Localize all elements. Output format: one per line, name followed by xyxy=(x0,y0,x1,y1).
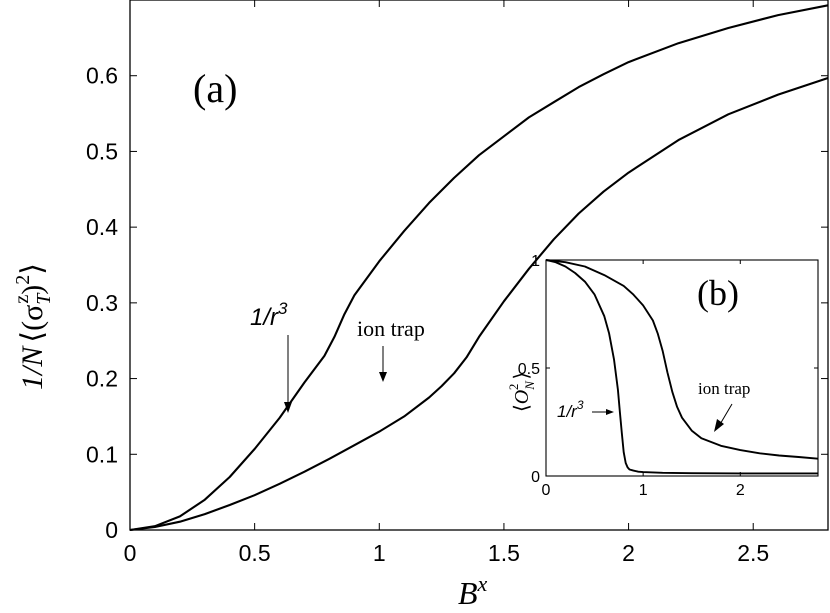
main-series-ion-line xyxy=(129,77,829,532)
main-y-tick-label: 0.6 xyxy=(86,63,118,89)
main-x-tick-label: 1 xyxy=(373,540,386,566)
main-y-tick-label: 0.3 xyxy=(86,290,118,316)
main-x-tick-label: 0.5 xyxy=(239,540,271,566)
inset-y-tick-label: 1 xyxy=(531,253,540,270)
main-x-tick-label: 2 xyxy=(622,540,635,566)
inset-arrow-ion-head xyxy=(714,419,724,432)
inset-annotation-r3: 1/r3 xyxy=(557,398,584,421)
inset-series-r3-line xyxy=(545,259,818,475)
main-y-tick-label: 0.5 xyxy=(86,138,118,164)
inset-y-tick-label: 0.5 xyxy=(518,361,540,378)
main-series-r3-line xyxy=(129,4,829,532)
main-annotation-ion-trap: ion trap xyxy=(357,316,425,341)
main-plot-frame xyxy=(129,0,829,531)
main-y-axis-label: 1/N⟨(σTz)2⟩ xyxy=(11,263,55,390)
main-curves xyxy=(129,4,829,532)
main-y-tick-label: 0.4 xyxy=(86,214,118,240)
main-ticks: 0 0.5 1 1.5 2 2.5 0 0.1 0.2 0.3 0.4 0.5 0.6 xyxy=(86,0,828,566)
inset-x-tick-label: 2 xyxy=(736,482,745,499)
inset-series-ion-line xyxy=(545,259,819,460)
main-x-tick-label: 1.5 xyxy=(488,540,520,566)
main-y-tick-label: 0.1 xyxy=(86,441,118,467)
main-axes: 0 0.5 1 1.5 2 2.5 0 0.1 0.2 0.3 0.4 0.5 0.6 (a) Bx 1… xyxy=(11,0,829,611)
main-annotation-r3: 1/r3 xyxy=(250,299,288,331)
inset-x-tick-label: 0 xyxy=(542,482,551,499)
main-y-tick-label: 0 xyxy=(105,517,118,543)
inset-plot-frame xyxy=(545,259,819,477)
inset-y-tick-label: 0 xyxy=(531,469,540,486)
inset-arrow-r3-head xyxy=(606,409,614,415)
main-panel-label: (a) xyxy=(193,66,237,111)
inset-annotation-ion-trap: ion trap xyxy=(698,379,750,398)
main-x-tick-label: 2.5 xyxy=(737,540,769,566)
inset-y-axis-label: ⟨ON2⟩ xyxy=(506,372,537,412)
inset-axes: 0 1 2 0 0.5 1 (b) Bx ⟨ON2⟩ 1/r3 ion trap xyxy=(506,0,819,499)
inset-ticks: 0 1 2 0 0.5 1 xyxy=(518,253,818,499)
inset-panel-label: (b) xyxy=(697,273,739,313)
main-x-axis-label: Bx xyxy=(458,571,488,611)
main-x-tick-label: 0 xyxy=(124,540,137,566)
inset-x-axis-label: Bx xyxy=(677,0,695,5)
main-y-tick-label: 0.2 xyxy=(86,366,118,392)
inset-x-tick-label: 1 xyxy=(639,482,648,499)
main-arrow-ion-head xyxy=(379,372,387,382)
inset-curves xyxy=(545,259,819,475)
main-arrow-r3-head xyxy=(284,402,292,413)
